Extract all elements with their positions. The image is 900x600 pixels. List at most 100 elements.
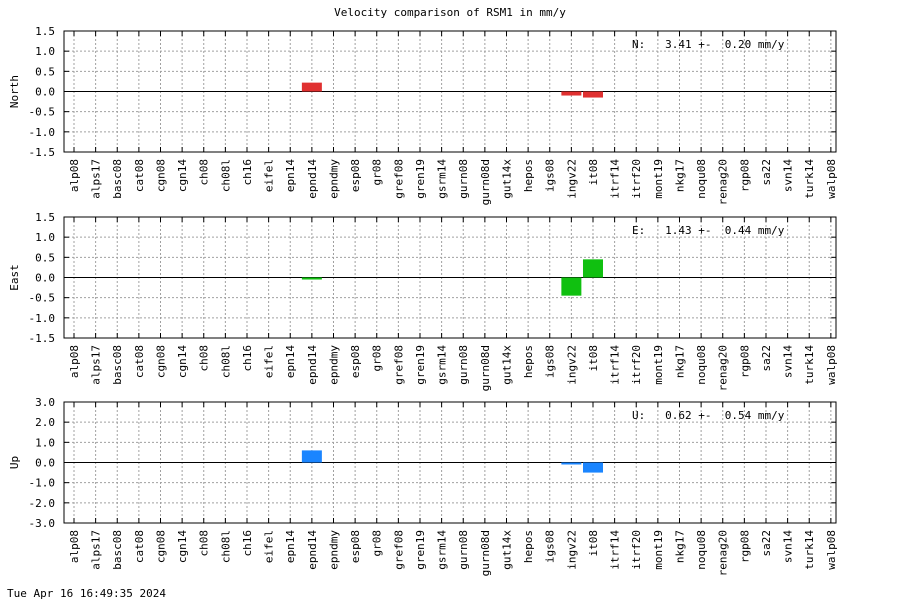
north-xtick-label: epndmy	[327, 159, 340, 199]
north-ytick-label: -0.5	[29, 106, 56, 119]
north-axis-label: North	[8, 75, 21, 108]
east-xtick-label: gut14x	[500, 345, 513, 385]
north-xtick-label: walp08	[825, 159, 838, 199]
east-xtick-label: itrf14	[609, 345, 622, 385]
east-xtick-label: turk14	[803, 345, 816, 385]
east-xtick-label: cat08	[133, 345, 146, 378]
north-xtick-label: ch16	[241, 159, 254, 186]
north-xtick-label: gref08	[392, 159, 405, 199]
east-xtick-label: alp08	[68, 345, 81, 378]
north-xtick-label: mont19	[652, 159, 665, 199]
up-xtick-label: alp08	[68, 530, 81, 563]
up-xtick-label: itrf20	[630, 530, 643, 570]
east-xtick-label: eifel	[263, 345, 276, 378]
north-xtick-label: rgp08	[738, 159, 751, 192]
north-xtick-label: hepos	[522, 159, 535, 192]
up-xtick-label: gsrm14	[436, 530, 449, 570]
north-ytick-label: -1.0	[29, 126, 56, 139]
up-xtick-label: epnd14	[306, 530, 319, 570]
up-xtick-label: turk14	[803, 530, 816, 570]
north-xtick-label: ch08l	[219, 159, 232, 192]
up-xtick-label: mont19	[652, 530, 665, 570]
up-xtick-label: eifel	[263, 530, 276, 563]
up-bar-epnd14	[301, 450, 322, 463]
up-xtick-label: itrf14	[609, 530, 622, 570]
north-xtick-label: igs08	[544, 159, 557, 192]
north-xtick-label: gr08	[371, 159, 384, 186]
north-xtick-label: eifel	[263, 159, 276, 192]
east-xtick-label: walp08	[825, 345, 838, 385]
east-xtick-label: itrf20	[630, 345, 643, 385]
north-xtick-label: alps17	[90, 159, 103, 199]
east-xtick-label: ch08l	[219, 345, 232, 378]
up-xtick-label: gut14x	[500, 530, 513, 570]
up-xtick-label: cat08	[133, 530, 146, 563]
up-xtick-label: gr08	[371, 530, 384, 557]
up-xtick-label: epndmy	[327, 530, 340, 570]
east-xtick-label: hepos	[522, 345, 535, 378]
north-xtick-label: turk14	[803, 159, 816, 199]
east-xtick-label: esp08	[349, 345, 362, 378]
east-bar-it08	[582, 259, 603, 278]
up-axis-label: Up	[8, 456, 21, 469]
up-xtick-label: noqu08	[695, 530, 708, 570]
north-bar-ingv22	[561, 91, 582, 96]
north-plot-frame	[63, 30, 837, 153]
up-xtick-label: epn14	[284, 530, 297, 563]
east-ytick-label: -1.5	[29, 332, 56, 345]
east-xtick-label: cgn14	[176, 345, 189, 378]
up-xtick-label: gren19	[414, 530, 427, 570]
up-ytick-label: -3.0	[29, 517, 56, 530]
east-xtick-label: ingv22	[565, 345, 578, 385]
east-xtick-label: ch08	[198, 345, 211, 372]
north-annotation: N: 3.41 +- 0.20 mm/y	[632, 38, 785, 51]
north-xtick-label: ch08	[198, 159, 211, 186]
north-ytick-label: 1.5	[35, 25, 55, 38]
east-xtick-label: alps17	[90, 345, 103, 385]
east-ytick-label: 0.5	[35, 251, 55, 264]
up-plot-frame	[63, 401, 837, 524]
north-ytick-label: 0.0	[35, 86, 55, 99]
east-xtick-label: noqu08	[695, 345, 708, 385]
east-xtick-label: renag20	[717, 345, 730, 391]
north-xtick-label: epn14	[284, 159, 297, 192]
north-xtick-label: itrf20	[630, 159, 643, 199]
north-xtick-label: epnd14	[306, 159, 319, 199]
up-xtick-label: cgn08	[154, 530, 167, 563]
east-xtick-label: gref08	[392, 345, 405, 385]
east-xtick-label: gurn08d	[479, 345, 492, 391]
up-xtick-label: igs08	[544, 530, 557, 563]
up-xtick-label: svn14	[782, 530, 795, 563]
east-ytick-label: 1.5	[35, 211, 55, 224]
north-xtick-label: cgn08	[154, 159, 167, 192]
up-xtick-label: renag20	[717, 530, 730, 576]
up-bar-ingv22	[561, 462, 582, 465]
up-xtick-label: sa22	[760, 530, 773, 557]
up-xtick-label: nkg17	[673, 530, 686, 563]
east-ytick-label: 0.0	[35, 272, 55, 285]
up-ytick-label: -1.0	[29, 477, 56, 490]
east-xtick-label: cgn08	[154, 345, 167, 378]
north-bar-it08	[582, 91, 603, 98]
north-xtick-label: it08	[587, 159, 600, 186]
east-ytick-label: 1.0	[35, 231, 55, 244]
east-xtick-label: epnd14	[306, 345, 319, 385]
north-ytick-label: -1.5	[29, 146, 56, 159]
north-xtick-label: svn14	[782, 159, 795, 192]
up-xtick-label: ch08	[198, 530, 211, 557]
east-ytick-label: -0.5	[29, 292, 56, 305]
up-bar-it08	[582, 462, 603, 473]
east-xtick-label: gurn08	[457, 345, 470, 385]
east-xtick-label: sa22	[760, 345, 773, 372]
east-xtick-label: gr08	[371, 345, 384, 372]
up-xtick-label: walp08	[825, 530, 838, 570]
up-ytick-label: -2.0	[29, 497, 56, 510]
east-annotation: E: 1.43 +- 0.44 mm/y	[632, 224, 785, 237]
east-xtick-label: svn14	[782, 345, 795, 378]
north-xtick-label: nkg17	[673, 159, 686, 192]
north-xtick-label: gren19	[414, 159, 427, 199]
up-xtick-label: rgp08	[738, 530, 751, 563]
up-xtick-label: it08	[587, 530, 600, 557]
up-annotation: U: 0.62 +- 0.54 mm/y	[632, 409, 785, 422]
